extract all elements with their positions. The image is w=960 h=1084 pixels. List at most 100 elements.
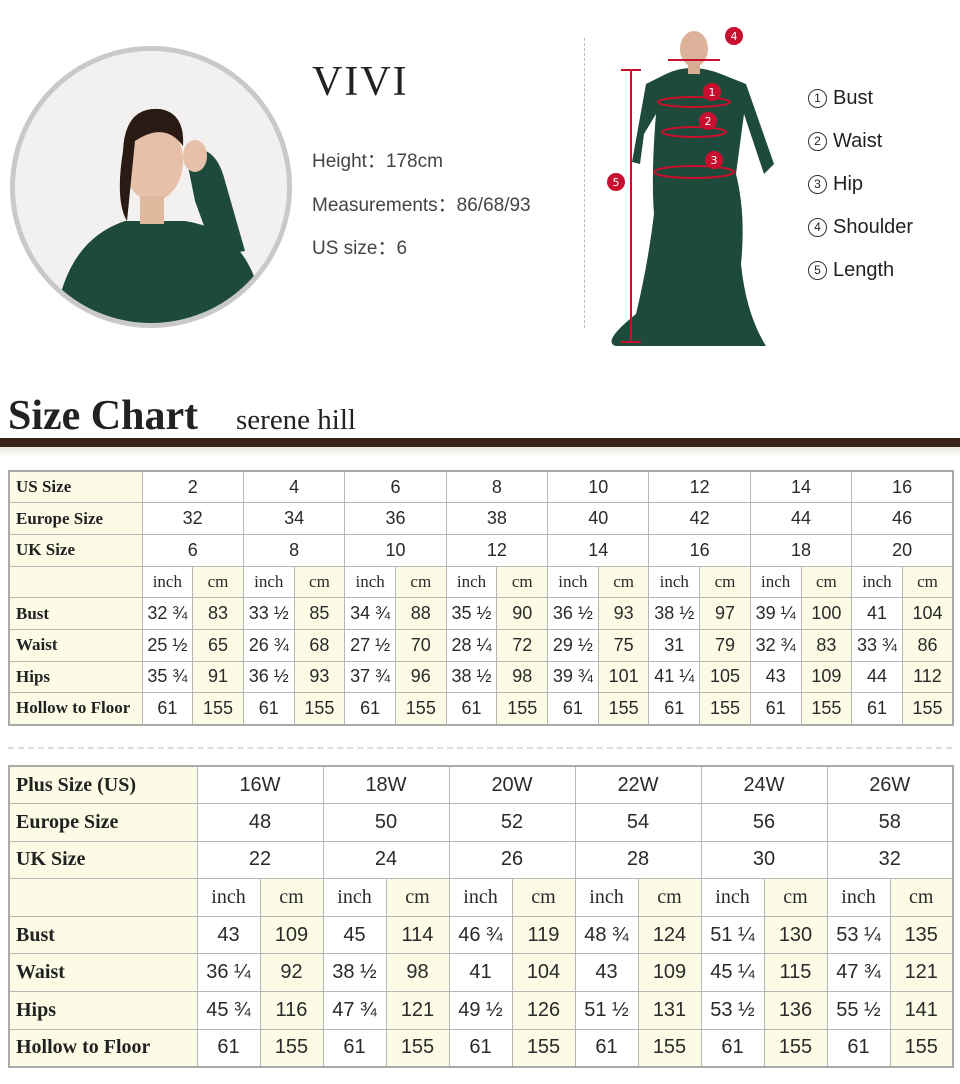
size-cell: 56 — [700, 803, 828, 842]
plus-size-table: Plus Size (US) 16W 18W 20W 22W 24W 26W Europe S… — [8, 765, 954, 1068]
size-cell: 10 — [547, 470, 650, 504]
inch-cell: 51 ¼ — [700, 915, 765, 955]
cm-cell: 155 — [192, 692, 244, 725]
cm-cell: 104 — [511, 953, 576, 993]
inch-cell: 26 ¾ — [242, 628, 295, 662]
row-label: Europe Size — [8, 803, 198, 842]
unit-cm: cm — [800, 565, 853, 599]
cm-cell: 155 — [511, 1028, 576, 1068]
inch-cell: 61 — [700, 1028, 765, 1068]
size-cell: 6 — [344, 470, 447, 504]
size-cell: 16W — [196, 765, 324, 805]
cm-cell: 85 — [293, 597, 346, 630]
cm-cell: 141 — [889, 991, 954, 1030]
legend-hip: 3 Hip — [808, 173, 863, 196]
cm-cell: 155 — [637, 1028, 702, 1068]
unit-inch: inch — [547, 565, 599, 599]
unit-cm: cm — [293, 565, 346, 599]
size-cell: 32 — [141, 502, 244, 535]
cm-cell: 155 — [901, 692, 954, 725]
inch-cell: 61 — [322, 1028, 387, 1068]
inch-cell: 43 — [749, 660, 802, 694]
inch-cell: 61 — [749, 692, 802, 725]
size-cell: 28 — [574, 840, 702, 880]
inch-cell: 41 — [851, 597, 903, 630]
size-cell: 14 — [547, 533, 650, 567]
marker-numbers: 4 1 2 3 5 — [613, 30, 738, 189]
cm-cell: 75 — [597, 628, 650, 662]
size-cell: 34 — [242, 502, 346, 535]
cm-cell: 131 — [637, 991, 702, 1030]
cm-cell: 101 — [597, 660, 650, 694]
measurement-row: Waist 25 ½ 65 26 ¾ 68 27 ½ 70 28 ¼ 72 29 ½ 75 31 79 3… — [8, 628, 954, 662]
size-cell: 16 — [648, 533, 751, 567]
size-cell: 2 — [141, 470, 244, 504]
cm-cell: 155 — [889, 1028, 954, 1068]
cm-cell: 121 — [889, 953, 954, 993]
unit-cm: cm — [496, 565, 549, 599]
inch-cell: 61 — [648, 692, 701, 725]
inch-cell: 55 ½ — [826, 991, 891, 1030]
unit-row: inch cm inch cm inch cm inch cm inch cm inch cm inch… — [8, 565, 954, 599]
inch-cell: 61 — [826, 1028, 891, 1068]
cm-cell: 98 — [385, 953, 450, 993]
inch-cell: 53 ½ — [700, 991, 765, 1030]
row-label: Waist — [8, 953, 198, 993]
cm-cell: 119 — [511, 915, 576, 955]
inch-cell: 51 ½ — [574, 991, 639, 1030]
size-cell: 12 — [648, 470, 751, 504]
cm-cell: 83 — [800, 628, 853, 662]
inch-cell: 38 ½ — [322, 953, 387, 993]
cm-cell: 88 — [394, 597, 447, 630]
svg-text:4: 4 — [731, 30, 738, 43]
size-cell: 26W — [826, 765, 954, 805]
row-label: Bust — [8, 597, 143, 630]
unit-inch: inch — [322, 878, 387, 917]
size-cell: 50 — [322, 803, 450, 842]
cm-cell: 93 — [597, 597, 650, 630]
inch-cell: 32 ¾ — [141, 597, 194, 630]
unit-cm: cm — [394, 565, 447, 599]
size-cell: 52 — [448, 803, 576, 842]
size-cell: 40 — [547, 502, 650, 535]
inch-cell: 61 — [242, 692, 295, 725]
cm-cell: 155 — [763, 1028, 828, 1068]
size-cell: 46 — [851, 502, 954, 535]
cm-cell: 104 — [901, 597, 954, 630]
size-cell: 48 — [196, 803, 324, 842]
inch-cell: 43 — [574, 953, 639, 993]
svg-text:3: 3 — [711, 154, 718, 167]
inch-cell: 32 ¾ — [749, 628, 802, 662]
cm-cell: 155 — [385, 1028, 450, 1068]
unit-inch: inch — [648, 565, 701, 599]
size-cell: 12 — [445, 533, 549, 567]
cm-cell: 155 — [394, 692, 447, 725]
inch-cell: 45 ¼ — [700, 953, 765, 993]
row-label: Hips — [8, 991, 198, 1030]
size-cell: 20W — [448, 765, 576, 805]
cm-cell: 155 — [496, 692, 549, 725]
row-label-empty — [8, 565, 143, 599]
unit-cm: cm — [192, 565, 244, 599]
size-cell: 14 — [749, 470, 853, 504]
size-cell: 58 — [826, 803, 954, 842]
inch-cell: 44 — [851, 660, 903, 694]
inch-cell: 61 — [448, 1028, 513, 1068]
inch-cell: 41 ¼ — [648, 660, 701, 694]
cm-cell: 83 — [192, 597, 244, 630]
inch-cell: 35 ½ — [445, 597, 498, 630]
size-row: UK Size 22 24 26 28 30 32 — [8, 840, 954, 880]
svg-text:1: 1 — [709, 86, 716, 99]
cm-cell: 86 — [901, 628, 954, 662]
size-cell: 44 — [749, 502, 853, 535]
legend-waist: 2 Waist — [808, 130, 882, 153]
measurement-row: Hips 45 ¾ 116 47 ¾ 121 49 ½ 126 51 ½ 131 53 ½ 136 5… — [8, 991, 954, 1030]
inch-cell: 37 ¾ — [344, 660, 396, 694]
inch-cell: 47 ¾ — [322, 991, 387, 1030]
size-cell: 18W — [322, 765, 450, 805]
brand-name: serene hill — [236, 404, 356, 436]
size-cell: 8 — [242, 533, 346, 567]
inch-cell: 53 ¼ — [826, 915, 891, 955]
unit-inch: inch — [242, 565, 295, 599]
legend-shoulder: 4 Shoulder — [808, 216, 913, 239]
